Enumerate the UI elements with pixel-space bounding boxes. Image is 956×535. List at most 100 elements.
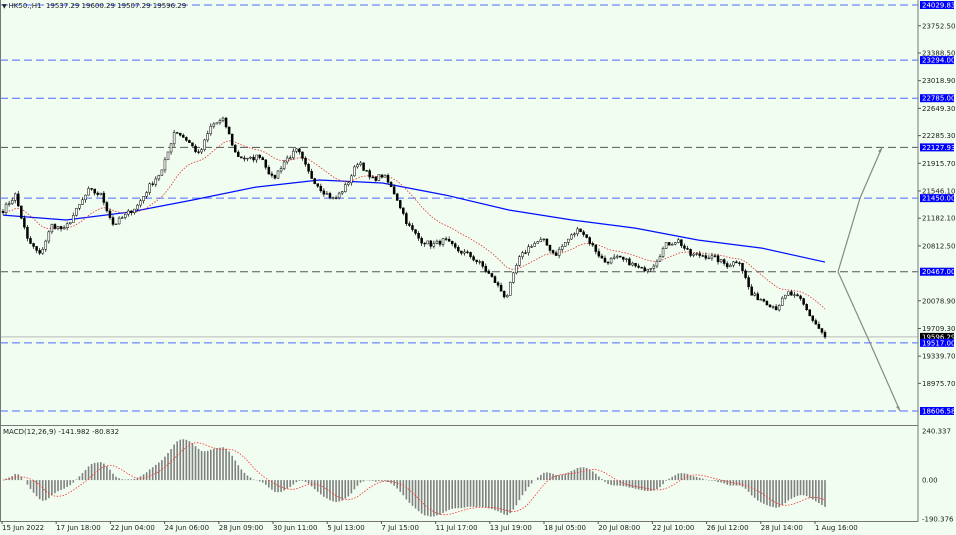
candle-body [130,210,133,213]
candle-body [258,154,261,158]
candle-body [182,134,185,138]
candle-body [527,246,530,253]
candle-body [35,246,38,251]
candle-body [423,242,426,245]
candle-body [710,255,714,259]
candle-body [732,261,735,266]
candle-body [81,199,84,205]
candle-body [215,122,219,125]
candle-body [142,196,145,202]
candle-body [59,226,63,230]
candle-body [664,242,668,249]
candle-body [285,157,289,163]
candle-body [643,267,646,272]
candle-body [4,203,8,213]
candle-body [750,286,753,296]
y-tick-label: 23752.50 [922,22,955,30]
candle-body [389,182,393,187]
candle-body [444,238,448,240]
price-label-bg [920,143,954,152]
y-tick: 22127.93 [920,143,955,152]
candle-body [594,244,598,252]
candle-body [1,210,5,213]
y-tick: 23388.50 [918,50,955,58]
candle-body [316,183,319,187]
candle-body [701,255,705,257]
y-tick-label: 22127.93 [922,144,955,152]
y-tick-label: 20467.00 [922,268,955,276]
candle-body [276,170,280,179]
candle-body [371,176,374,179]
candle-body [108,210,112,218]
y-tick-label: 19596.29 [922,333,955,341]
candle-body [784,294,787,299]
y-tick: 20812.50 [918,242,955,250]
candle-body [564,242,567,247]
x-tick-label: 15 Jun 2022 [2,524,44,532]
candle-body [350,175,353,184]
candle-body [267,167,271,175]
candle-body [200,149,203,153]
candle-body [793,294,796,296]
y-tick-label: 21915.70 [922,160,955,168]
candle-body [512,272,515,283]
candle-body [487,270,491,274]
price-label-bg [920,56,954,65]
candle-body [224,117,228,128]
candle-body [96,192,99,195]
candle-body [298,148,301,153]
candle-body [65,223,69,228]
projection-down-line [837,271,901,412]
candle-body [515,265,518,274]
candle-body [301,151,304,159]
candle-body [209,125,213,134]
candle-body [356,164,359,168]
price-label-bg [920,332,954,341]
candle-body [68,222,72,225]
y-tick-label: 19517.00 [922,339,955,347]
candle-body [560,245,564,250]
candle-body [463,251,466,254]
candle-body [588,237,591,244]
candle-body [600,255,604,259]
x-tick-label: 5 Jul 13:00 [327,524,365,532]
candle-body [38,250,41,254]
candle-body [206,133,209,141]
candle-body [686,248,689,250]
candle-body [542,238,546,241]
candle-body [243,157,246,160]
triangle-down-icon[interactable]: ▼ [2,3,9,10]
candle-body [313,178,316,184]
x-tick-label: 13 Jul 19:00 [490,524,532,532]
candle-body [478,261,481,263]
projection-arrows[interactable] [837,147,901,412]
candle-body [719,259,723,263]
y-tick: 21182.10 [918,215,955,223]
candle-body [505,295,509,298]
candle-body [692,253,695,256]
candle-body [32,243,35,247]
candle-body [105,202,109,212]
candle-body [408,223,411,226]
candle-body [765,300,769,306]
candle-body [261,157,264,161]
candle-body [383,174,387,178]
candle-body [194,145,197,153]
candle-body [469,252,472,257]
candle-body [72,215,75,223]
candle-body [392,186,396,195]
y-tick: 18606.58 [920,407,955,416]
candle-body [655,260,659,267]
x-tick-label: 22 Jul 10:00 [652,524,694,532]
candle-body [817,324,821,329]
candle-body [386,174,390,183]
y-tick: 22785.00 [920,94,955,103]
x-tick-label: 26 Jul 12:00 [707,524,749,532]
candle-body [218,120,222,124]
macd-y-tick-label: 0.00 [922,477,938,485]
candle-body [454,243,457,248]
candle-body [334,197,338,199]
candle-body [582,231,585,235]
candle-body [203,139,206,150]
candle-body [20,205,23,219]
